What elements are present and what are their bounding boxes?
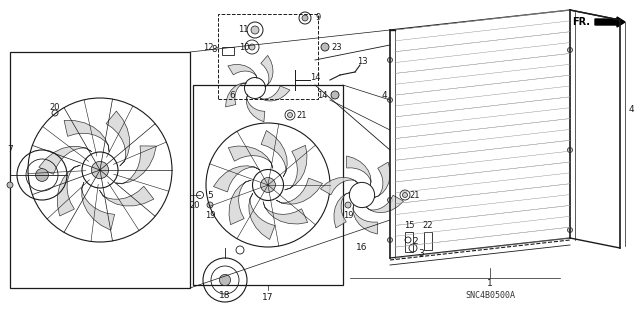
Polygon shape [228, 64, 257, 78]
Text: 15: 15 [404, 220, 414, 229]
Polygon shape [261, 56, 273, 87]
Text: 1: 1 [487, 278, 493, 287]
Polygon shape [347, 156, 371, 186]
Text: 23: 23 [332, 42, 342, 51]
Circle shape [331, 91, 339, 99]
Bar [193, 85, 343, 285]
Circle shape [387, 197, 392, 203]
Text: 21: 21 [297, 110, 307, 120]
Circle shape [207, 202, 213, 208]
Polygon shape [64, 120, 109, 152]
Text: 14: 14 [317, 91, 327, 100]
Polygon shape [353, 204, 378, 234]
Polygon shape [246, 94, 265, 122]
Text: FR.: FR. [572, 17, 590, 27]
Text: 11: 11 [237, 26, 248, 34]
Circle shape [92, 161, 109, 179]
Circle shape [568, 147, 573, 152]
Text: 19: 19 [205, 211, 215, 219]
Bar [10, 52, 190, 288]
Polygon shape [321, 177, 358, 195]
Text: 20: 20 [189, 201, 200, 210]
Text: 20: 20 [50, 103, 60, 113]
Text: 13: 13 [356, 57, 367, 66]
Bar [424, 232, 432, 250]
Text: 19: 19 [343, 211, 353, 219]
Circle shape [387, 98, 392, 102]
FancyArrow shape [595, 17, 625, 27]
Circle shape [251, 26, 259, 34]
Text: 9: 9 [316, 12, 321, 21]
Polygon shape [374, 162, 390, 197]
Circle shape [387, 57, 392, 63]
Bar [405, 232, 413, 252]
Polygon shape [229, 180, 252, 225]
Circle shape [287, 113, 292, 117]
Circle shape [220, 274, 230, 286]
Bar [218, 14, 318, 99]
Polygon shape [225, 83, 246, 107]
Polygon shape [334, 192, 349, 228]
Circle shape [302, 15, 308, 21]
Polygon shape [58, 165, 81, 216]
Text: 5: 5 [207, 190, 213, 199]
Text: 10: 10 [239, 42, 249, 51]
Circle shape [387, 238, 392, 242]
Text: 17: 17 [262, 293, 274, 302]
Text: 16: 16 [356, 243, 368, 253]
Polygon shape [81, 182, 115, 230]
Circle shape [568, 227, 573, 233]
Circle shape [321, 43, 329, 51]
Circle shape [7, 182, 13, 188]
Polygon shape [259, 86, 290, 101]
Polygon shape [366, 195, 404, 213]
Text: 3: 3 [418, 249, 424, 257]
Polygon shape [285, 145, 307, 190]
Text: 12: 12 [203, 42, 213, 51]
Text: 21: 21 [410, 190, 420, 199]
Polygon shape [249, 193, 275, 240]
Circle shape [403, 192, 408, 197]
Text: 4: 4 [381, 91, 387, 100]
Polygon shape [99, 186, 154, 206]
Text: 6: 6 [229, 91, 235, 100]
Bar [222, 47, 234, 55]
Text: SNC4B0500A: SNC4B0500A [465, 291, 515, 300]
Polygon shape [115, 146, 156, 184]
Polygon shape [261, 130, 287, 177]
Polygon shape [263, 202, 308, 224]
Text: 14: 14 [310, 73, 320, 83]
Text: 8: 8 [211, 46, 217, 55]
Text: 7: 7 [7, 145, 13, 154]
Polygon shape [214, 166, 260, 192]
Text: 4: 4 [628, 106, 634, 115]
Text: 22: 22 [423, 220, 433, 229]
Circle shape [36, 169, 49, 182]
Polygon shape [276, 178, 323, 204]
Circle shape [249, 44, 255, 50]
Polygon shape [39, 146, 92, 174]
Circle shape [568, 48, 573, 53]
Circle shape [345, 202, 351, 208]
Circle shape [260, 178, 275, 192]
Text: 2: 2 [412, 238, 418, 247]
Text: 18: 18 [220, 291, 231, 300]
Polygon shape [106, 111, 129, 166]
Polygon shape [228, 146, 273, 168]
